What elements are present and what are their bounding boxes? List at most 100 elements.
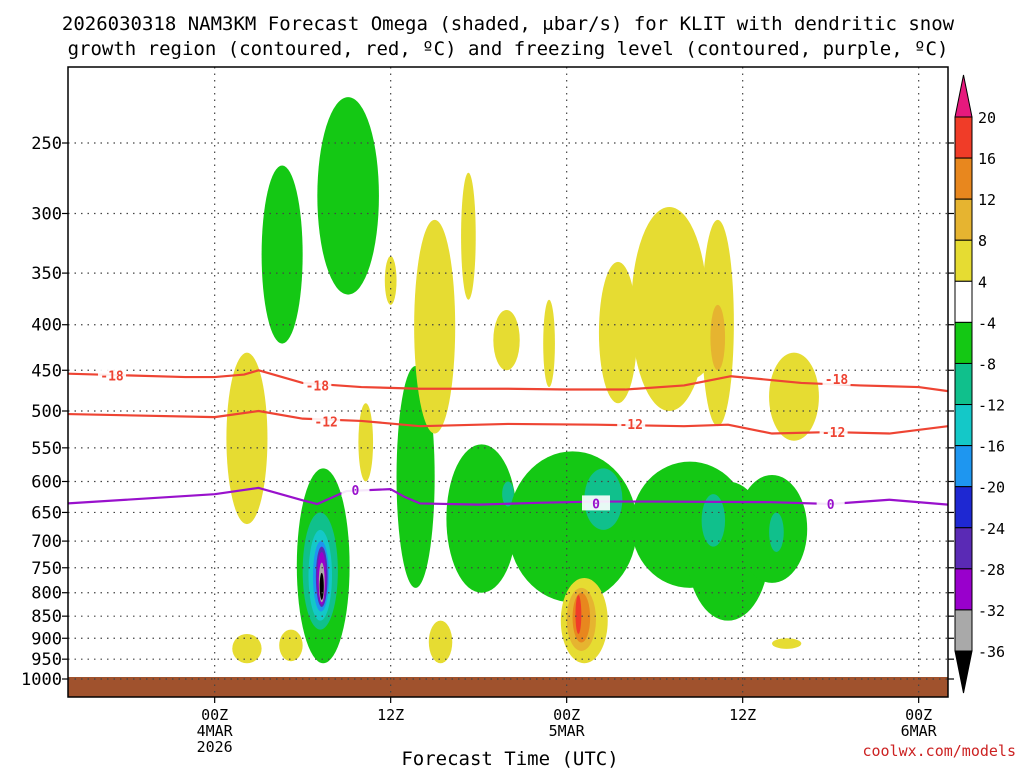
- colorbar-box: [954, 486, 973, 529]
- colorbar-label: 12: [978, 191, 996, 209]
- x-axis-label: Forecast Time (UTC): [401, 748, 618, 768]
- contour-lines: -18 -18 -18 -12 -12 -12 0 0 0: [68, 367, 948, 513]
- colorbar-box: [954, 527, 973, 570]
- freezing-0-label-bg: [341, 481, 370, 497]
- colorbar-box: [954, 280, 973, 323]
- y-tick-label: 650: [31, 503, 62, 523]
- y-tick-label: 850: [31, 607, 62, 627]
- omega-region: [226, 352, 268, 525]
- omega-region: [261, 165, 303, 344]
- colorbar-upper-triangle: [954, 74, 973, 118]
- dgz-minus12-label-bg: [617, 415, 646, 431]
- x-tick-label: 00Z: [201, 706, 228, 724]
- y-tick-label: 700: [31, 532, 62, 552]
- freezing-0-line: [68, 486, 948, 506]
- omega-region: [396, 365, 435, 588]
- y-tick-label: 600: [31, 472, 62, 492]
- x-tick-label: 00Z: [553, 706, 580, 724]
- omega-region: [701, 494, 726, 547]
- omega-region: [428, 620, 453, 664]
- y-tick-label: 800: [31, 584, 62, 604]
- omega-region: [279, 629, 303, 662]
- omega-region: [319, 572, 324, 600]
- omega-region: [769, 352, 819, 441]
- omega-region: [502, 481, 514, 507]
- y-tick-label: 500: [31, 402, 62, 422]
- dgz-minus18-label: -18: [306, 379, 330, 394]
- x-tick-label: 5MAR: [549, 722, 586, 740]
- ground-surface: [68, 677, 948, 697]
- omega-region: [769, 512, 784, 552]
- plot-frame: [67, 66, 949, 698]
- dgz-minus12-label: -12: [619, 418, 642, 433]
- y-tick-label: 750: [31, 559, 62, 579]
- colorbar-box: [954, 404, 973, 447]
- y-tick-label: 950: [31, 650, 62, 670]
- colorbar-label: -24: [978, 520, 1005, 538]
- colorbar-label: 8: [978, 232, 987, 250]
- colorbar-label: -28: [978, 561, 1005, 579]
- omega-region: [461, 172, 476, 300]
- dgz-minus18-label-bg: [303, 377, 332, 393]
- dgz-minus18-label-bg: [98, 367, 126, 383]
- watermark: coolwx.com/models: [862, 742, 1016, 760]
- colorbar-label: -32: [978, 602, 1005, 620]
- omega-region: [543, 299, 555, 388]
- y-tick-label: 900: [31, 629, 62, 649]
- colorbar-label: -4: [978, 314, 996, 332]
- dgz-minus18-label-bg: [822, 370, 851, 386]
- colorbar-label: -12: [978, 397, 1005, 415]
- y-tick-label: 400: [31, 316, 62, 336]
- dgz-minus12-label: -12: [822, 426, 845, 441]
- omega-region: [446, 444, 517, 593]
- dgz-minus12-label: -12: [314, 416, 337, 431]
- colorbar-box: [954, 609, 973, 652]
- colorbar-lower-triangle: [954, 650, 973, 694]
- x-tick-label: 12Z: [729, 706, 756, 724]
- y-axis-ticks: 2503003504004505005506006507007508008509…: [21, 134, 954, 690]
- x-tick-label: 6MAR: [901, 722, 938, 740]
- title-line-1: 2026030318 NAM3KM Forecast Omega (shaded…: [62, 13, 955, 35]
- omega-region: [575, 595, 582, 634]
- plot-area: -18 -18 -18 -12 -12 -12 0 0 0 250 300 350 400 450 500 5…: [21, 66, 954, 756]
- y-tick-label: 300: [31, 204, 62, 224]
- omega-region: [317, 97, 379, 295]
- title-line-2: growth region (contoured, red, ºC) and f…: [68, 38, 949, 60]
- colorbar-label: 4: [978, 273, 987, 291]
- x-tick-label: 4MAR: [197, 722, 234, 740]
- colorbar-box: [954, 445, 973, 488]
- dgz-minus18-line: [68, 369, 948, 393]
- colorbar-label: 20: [978, 109, 996, 127]
- omega-region: [772, 638, 802, 649]
- colorbar-box: [954, 321, 973, 364]
- colorbar-box: [954, 239, 973, 282]
- colorbar-label: -16: [978, 438, 1005, 456]
- omega-region: [384, 256, 397, 305]
- x-tick-label: 00Z: [905, 706, 932, 724]
- omega-region: [508, 451, 638, 603]
- omega-region: [493, 309, 520, 371]
- colorbar-label: -20: [978, 479, 1005, 497]
- omega-region: [414, 219, 456, 434]
- x-tick-label: 2026: [197, 738, 233, 756]
- freezing-0-label: 0: [827, 498, 835, 513]
- dgz-minus18-label: -18: [825, 373, 849, 388]
- colorbar-legend: 20 16 12 8 4 -4 -8 -12 -16 -20 -24 -28 -32 -36: [954, 74, 1005, 694]
- y-tick-label: 550: [31, 439, 62, 459]
- colorbar-label: -36: [978, 643, 1005, 661]
- omega-region: [232, 633, 262, 664]
- omega-region: [572, 592, 591, 643]
- freezing-0-label-bg: [816, 496, 845, 512]
- dgz-minus12-label-bg: [819, 424, 848, 440]
- x-tick-label: 12Z: [377, 706, 404, 724]
- colorbar-box: [954, 157, 973, 200]
- y-tick-label: 350: [31, 264, 62, 284]
- colorbar-box: [954, 116, 973, 159]
- chart-title: 2026030318 NAM3KM Forecast Omega (shaded…: [62, 13, 955, 60]
- colorbar-box: [954, 568, 973, 611]
- omega-region: [710, 304, 726, 371]
- colorbar-label: 16: [978, 150, 996, 168]
- y-tick-label: 1000: [21, 670, 62, 690]
